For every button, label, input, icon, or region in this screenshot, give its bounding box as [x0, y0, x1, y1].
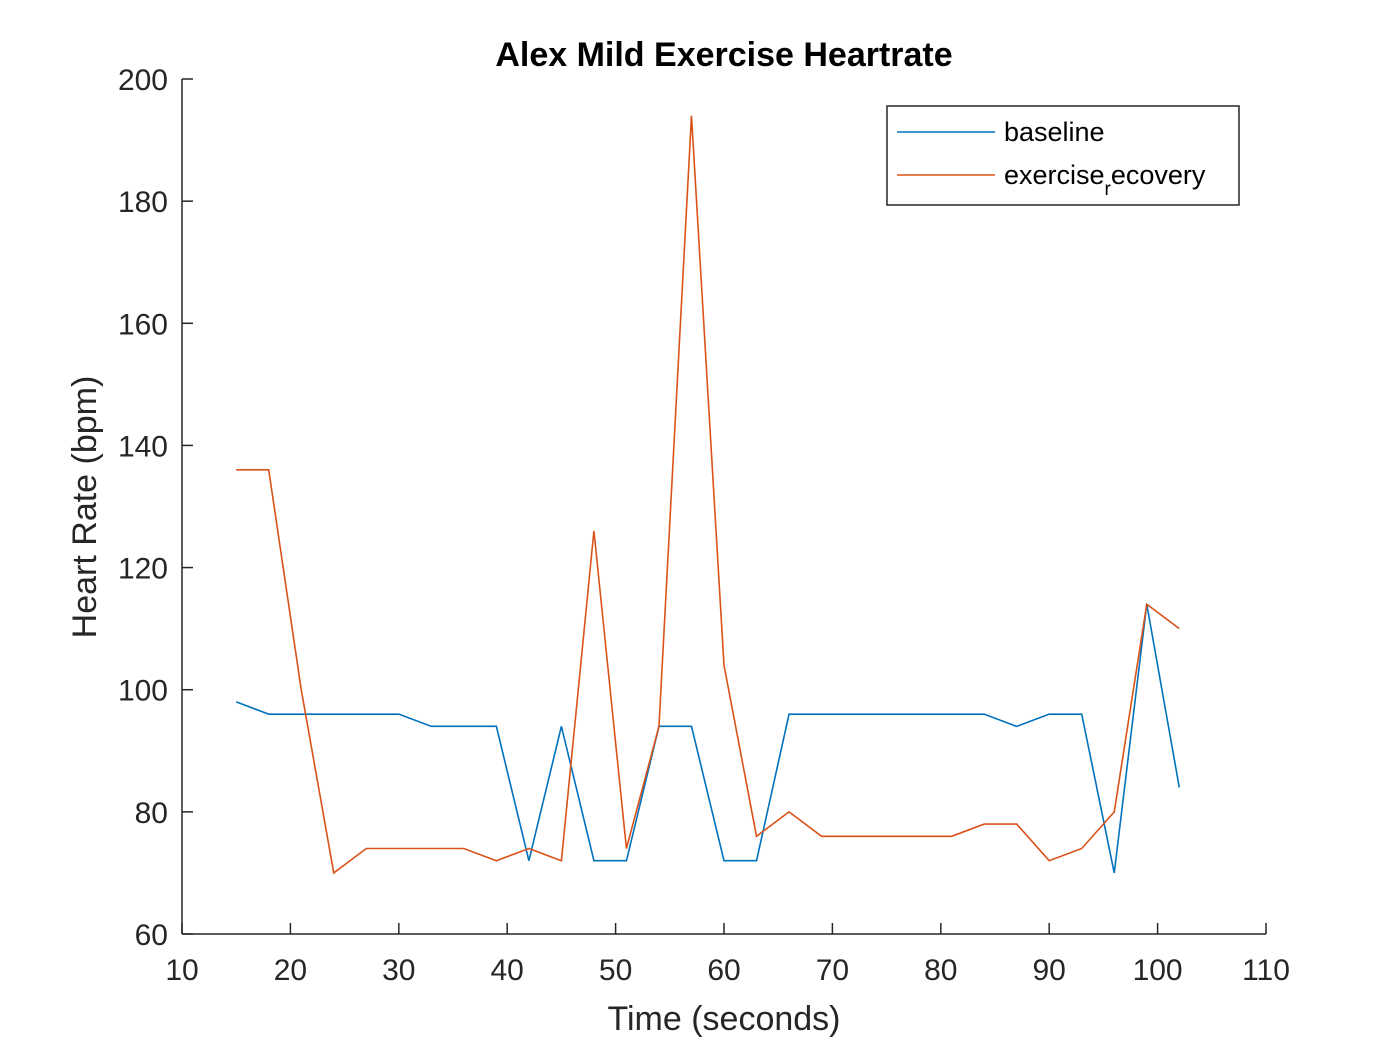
x-tick-label: 110	[1242, 954, 1290, 987]
x-tick-label: 30	[382, 954, 415, 987]
x-tick-label: 100	[1133, 954, 1183, 987]
x-tick-label: 40	[491, 954, 524, 987]
legend-entry-exercise-recovery: exerciserecovery	[1004, 160, 1206, 200]
y-tick-label: 120	[118, 553, 168, 586]
legend: baseline exerciserecovery	[886, 105, 1240, 206]
y-tick-label: 200	[118, 64, 168, 97]
y-tick-label: 180	[118, 186, 168, 219]
x-tick-label: 80	[924, 954, 957, 987]
x-tick-label: 70	[816, 954, 849, 987]
x-tick-label: 10	[165, 954, 198, 987]
y-axis-label: Heart Rate (bpm)	[66, 376, 104, 639]
x-tick-label: 50	[599, 954, 632, 987]
plot-area: 10 20 30 40 50 60 70 80 90 100 110 60 80 100 120 140 160…	[118, 64, 1290, 987]
series-line-exercise-recovery	[236, 115, 1180, 875]
y-tick-label: 60	[135, 919, 168, 952]
y-tick-label: 160	[118, 308, 168, 341]
legend-box	[886, 105, 1240, 206]
x-tick-label: 60	[707, 954, 740, 987]
x-tick-label: 90	[1033, 954, 1066, 987]
y-tick-label: 80	[135, 797, 168, 830]
y-tick-label: 140	[118, 430, 168, 463]
series-line-baseline	[235, 604, 1181, 874]
x-tick-label: 20	[274, 954, 307, 987]
x-axis-label: Time (seconds)	[607, 1000, 840, 1038]
y-tick-label: 100	[118, 675, 168, 708]
legend-entry-baseline: baseline	[1004, 117, 1105, 147]
chart-title: Alex Mild Exercise Heartrate	[495, 36, 952, 74]
